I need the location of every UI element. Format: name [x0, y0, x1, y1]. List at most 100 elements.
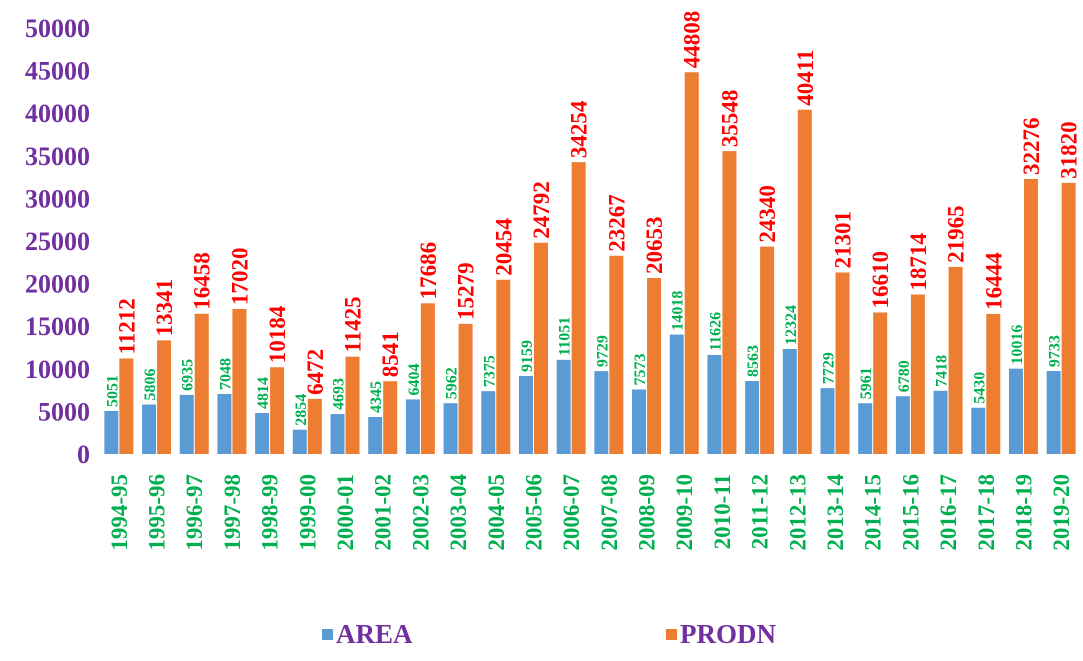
bar-prodn [119, 358, 134, 454]
x-tick-label: 2016-17 [936, 474, 961, 551]
data-label-prodn: 21965 [944, 205, 969, 263]
bar-area [368, 416, 383, 454]
x-tick-label: 2003-04 [446, 474, 471, 551]
x-tick-label: 2014-15 [861, 474, 886, 551]
data-label-area: 7573 [632, 353, 649, 385]
data-label-prodn: 11212 [114, 298, 139, 354]
data-label-area: 9159 [519, 340, 536, 372]
bar-prodn [345, 356, 360, 454]
bar-prodn [383, 381, 398, 454]
bar-area [707, 354, 722, 454]
y-tick-label: 35000 [25, 142, 90, 171]
y-tick-label: 45000 [25, 57, 90, 86]
y-tick-label: 10000 [25, 355, 90, 384]
bar-area [782, 348, 797, 454]
y-tick-label: 20000 [25, 270, 90, 299]
legend-swatch-area [322, 629, 333, 640]
x-tick-label: 1998-99 [258, 474, 283, 551]
bar-prodn [1061, 182, 1076, 454]
legend: AREA PRODN [322, 619, 776, 649]
data-label-prodn: 31820 [1057, 121, 1082, 179]
bar-area [1046, 371, 1061, 454]
bar-prodn [571, 162, 586, 454]
data-label-prodn: 13341 [152, 279, 177, 337]
bar-prodn [797, 109, 812, 455]
bar-area [820, 388, 835, 454]
bar-area [481, 391, 496, 454]
bar-prodn [157, 340, 172, 454]
bar-prodn [533, 242, 548, 454]
x-tick-label: 2007-08 [597, 474, 622, 551]
bar-area [330, 414, 345, 454]
bar-prodn [948, 266, 963, 454]
y-tick-label: 15000 [25, 312, 90, 341]
x-tick-label: 2017-18 [974, 474, 999, 551]
x-tick-label: 2011-12 [748, 474, 773, 549]
y-tick-label: 50000 [25, 14, 90, 43]
data-label-area: 14018 [670, 291, 687, 331]
x-tick-label: 2018-19 [1011, 474, 1036, 551]
data-label-prodn: 24792 [529, 181, 554, 239]
x-tick-label: 2008-09 [635, 474, 660, 551]
bar-area [556, 359, 571, 454]
legend-label-prodn: PRODN [680, 619, 776, 649]
bar-area [895, 396, 910, 454]
x-tick-label: 1994-95 [107, 474, 132, 551]
x-tick-label: 2019-20 [1049, 474, 1074, 551]
bar-area [255, 412, 270, 454]
data-label-prodn: 17020 [227, 247, 252, 305]
bar-area [443, 403, 458, 454]
x-tick-label: 2001-02 [371, 474, 396, 551]
x-tick-label: 2006-07 [559, 474, 584, 551]
data-label-prodn: 20454 [491, 218, 516, 276]
data-label-area: 6404 [406, 363, 423, 395]
bar-prodn [910, 294, 925, 454]
data-label-area: 7418 [934, 355, 951, 387]
data-label-area: 5806 [142, 369, 159, 401]
y-tick-label: 30000 [25, 184, 90, 213]
data-label-area: 5961 [858, 367, 875, 399]
legend-label-area: AREA [336, 619, 413, 649]
bar-prodn [1023, 179, 1038, 454]
y-tick-label: 0 [77, 440, 90, 469]
x-tick-label: 1996-97 [182, 474, 207, 551]
y-tick-label: 25000 [25, 227, 90, 256]
data-label-prodn: 15279 [454, 262, 479, 319]
data-label-area: 4814 [255, 377, 272, 409]
data-label-prodn: 17686 [416, 242, 441, 300]
x-tick-label: 1999-00 [295, 474, 320, 551]
bar-area [669, 334, 684, 454]
y-tick-label: 5000 [38, 397, 90, 426]
x-tick-label: 2010-11 [710, 474, 735, 549]
bar-prodn [232, 308, 247, 454]
bar-area [971, 407, 986, 454]
x-tick-label: 1997-98 [220, 474, 245, 551]
bar-prodn [307, 398, 322, 454]
y-tick-label: 40000 [25, 99, 90, 128]
bar-area [405, 399, 420, 454]
bar-area [104, 410, 119, 454]
bar-area [858, 403, 873, 454]
bar-area [632, 389, 647, 454]
data-label-area: 2854 [293, 394, 310, 426]
x-axis: 1994-95 1995-96 1996-97 1997-98 1998-99 1999-… [107, 474, 1074, 551]
data-label-prodn: 23267 [604, 194, 629, 252]
bar-prodn [986, 313, 1001, 454]
bar-area [292, 429, 307, 454]
bar-prodn [609, 255, 624, 454]
data-label-area: 6780 [896, 360, 913, 392]
data-label-prodn: 44808 [680, 11, 705, 69]
data-label-prodn: 34254 [567, 100, 592, 158]
data-label-area: 5051 [104, 375, 121, 407]
data-label-area: 4345 [368, 381, 385, 413]
data-label-prodn: 8541 [378, 331, 403, 377]
bar-area [518, 375, 533, 454]
bar-prodn [458, 323, 473, 454]
bar-prodn [496, 279, 511, 454]
bar-area [594, 371, 609, 454]
bar-area [142, 404, 157, 454]
data-label-prodn: 16610 [868, 251, 893, 309]
x-tick-label: 1995-96 [145, 474, 170, 551]
